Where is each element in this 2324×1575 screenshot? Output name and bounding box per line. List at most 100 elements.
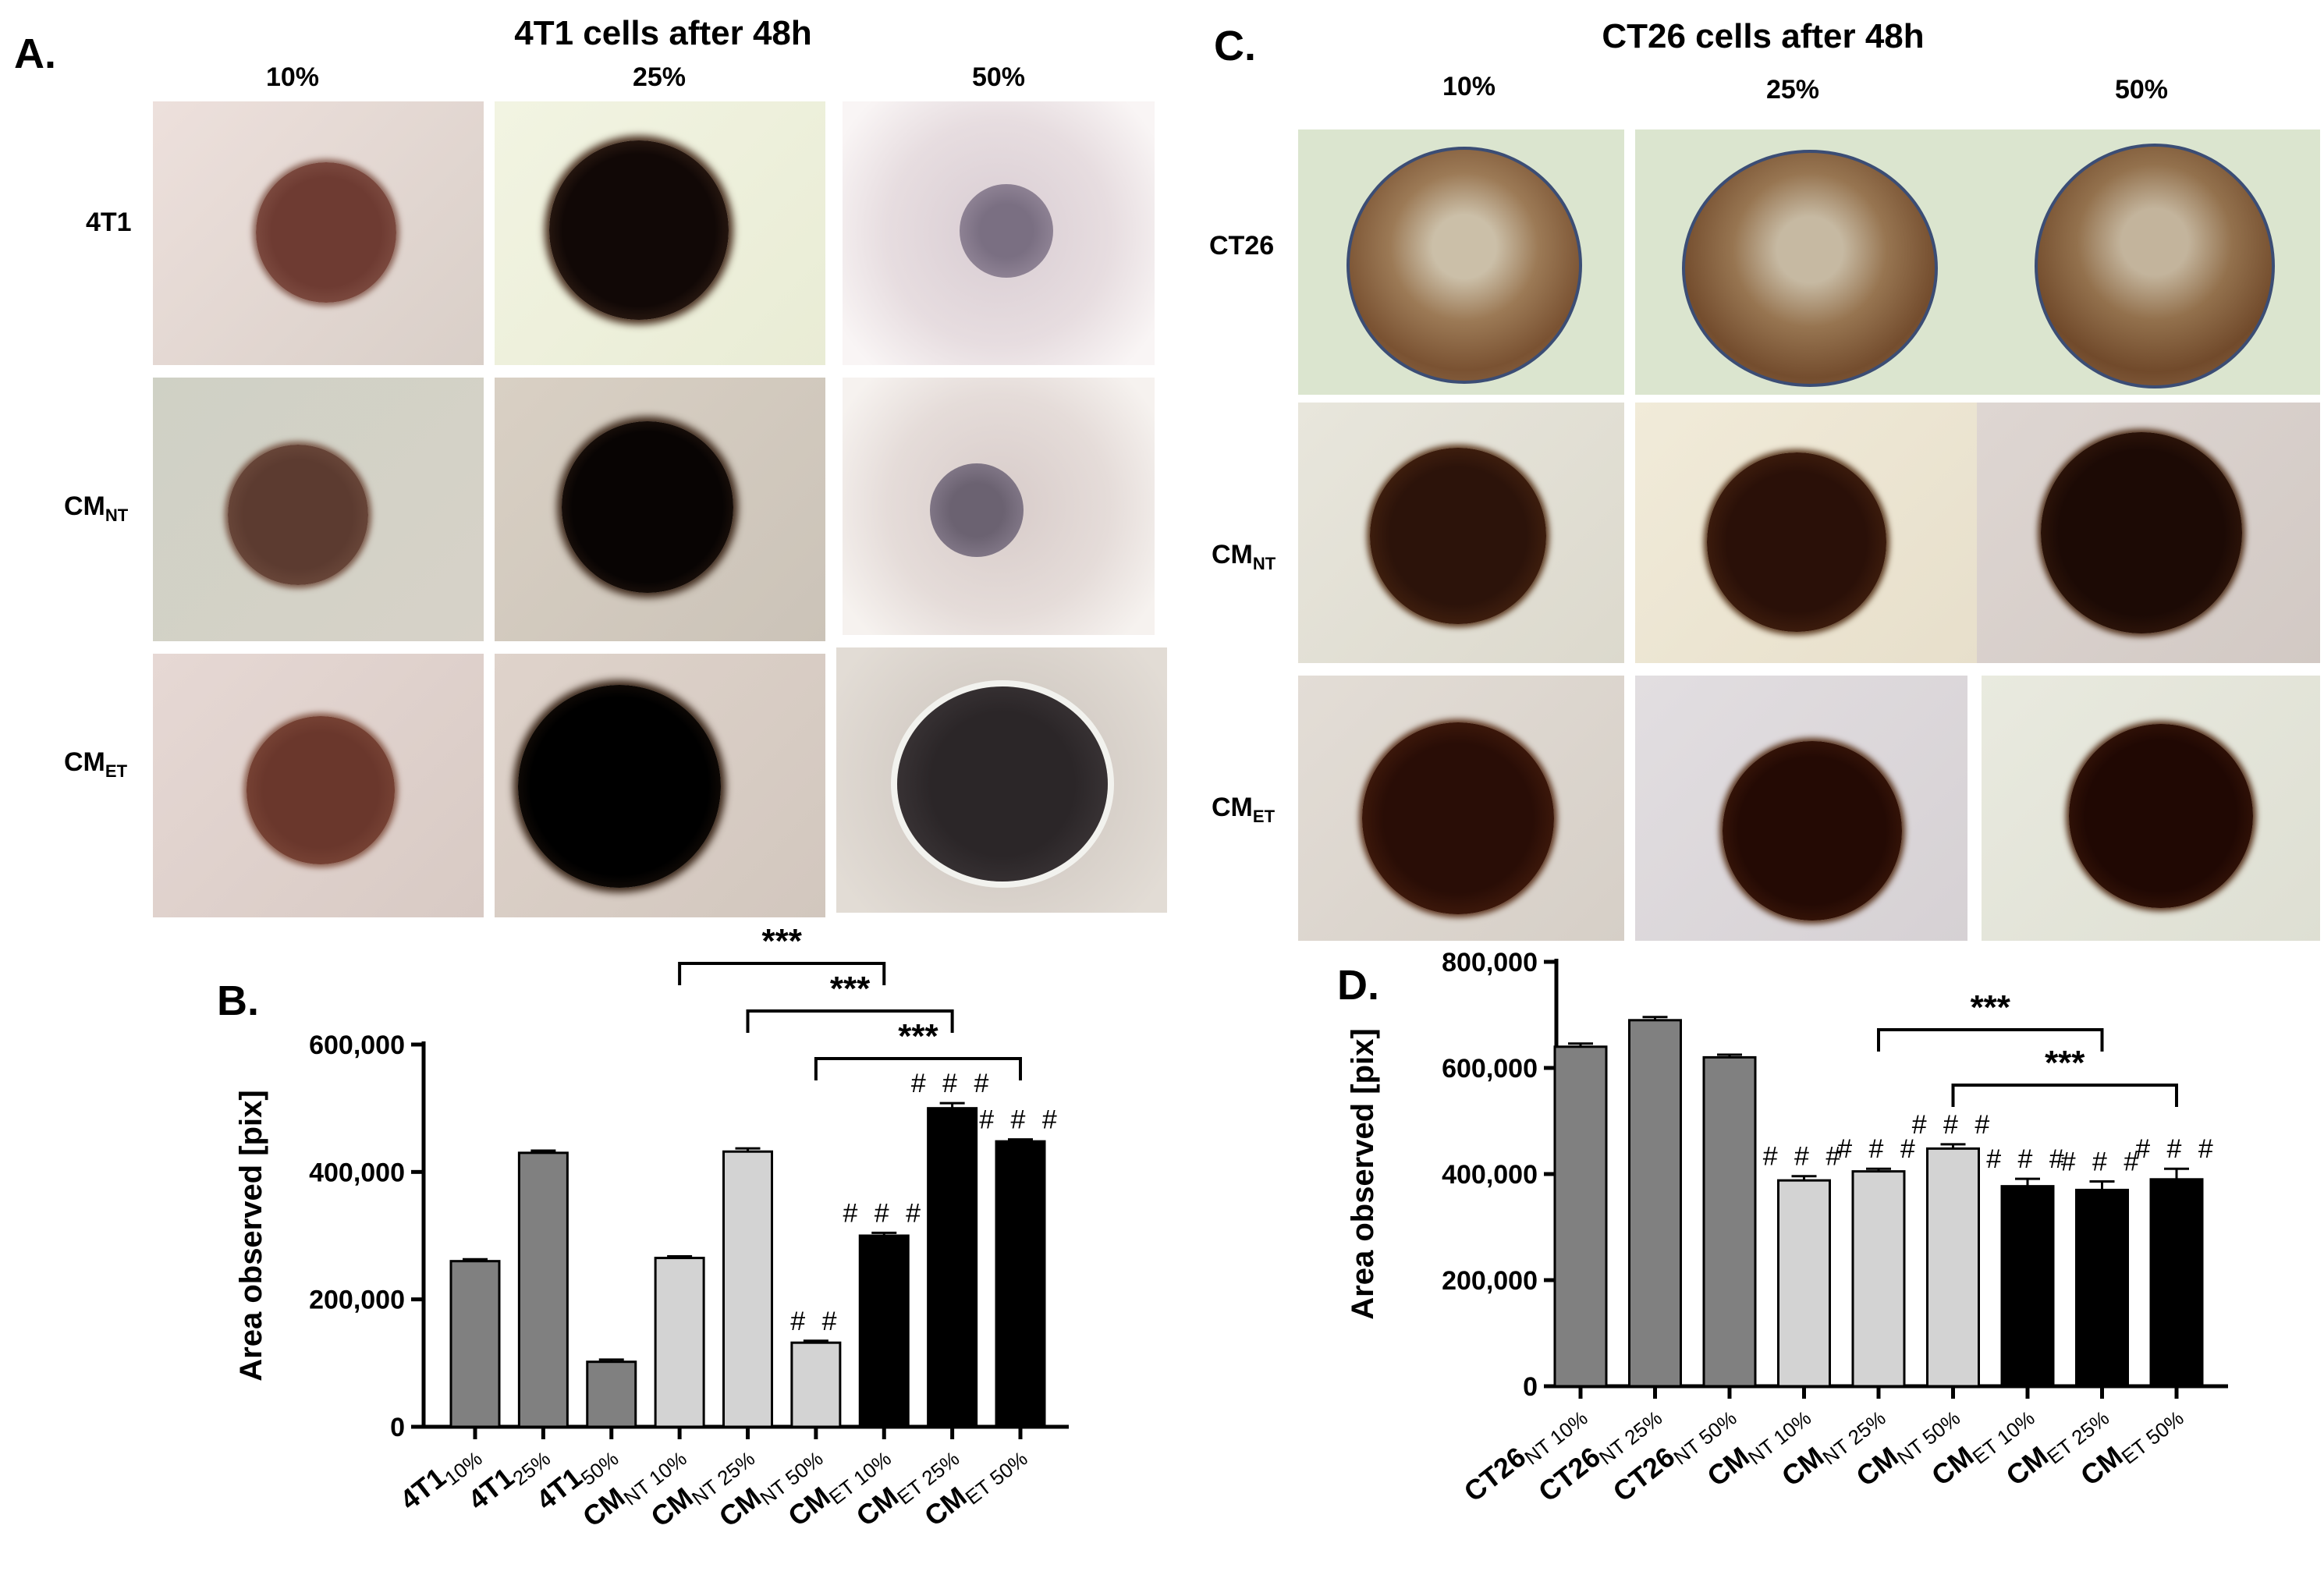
x-tick-label: 4T110%: [394, 1436, 487, 1520]
panel-a-col-10: 10%: [265, 62, 320, 92]
micrograph-ct26-50: [1977, 129, 2320, 395]
micrograph-4t1-25: [495, 101, 825, 365]
panel-d-letter: D.: [1337, 962, 1379, 1009]
significance-bracket: [1877, 1028, 2104, 1052]
bar: [2000, 1185, 2055, 1388]
bar-chart-b: 0 200,000 400,000 600,000 Area observed [pix…: [234, 922, 1069, 1533]
significance-stars: ***: [762, 922, 803, 960]
significance-stars: ***: [1971, 988, 2011, 1027]
micrograph-cmnt-50: [843, 378, 1155, 635]
micrograph-cmnt-25: [495, 378, 825, 641]
spheroid: [228, 445, 368, 585]
bar: [1926, 1147, 1980, 1388]
spheroid: [960, 184, 1053, 278]
y-tick-label: 800,000: [1442, 948, 1538, 977]
spheroid: [1370, 448, 1546, 624]
panel-c-col-10: 10%: [1442, 72, 1496, 101]
micrograph-cmet-10: [153, 654, 484, 917]
spheroid: [930, 463, 1024, 557]
panel-a-col-50: 50%: [971, 62, 1026, 92]
bar: [1851, 1170, 1906, 1388]
bar: [790, 1341, 842, 1428]
significance-hash: # # #: [911, 1069, 994, 1098]
bar: [517, 1151, 569, 1428]
bar: [722, 1150, 773, 1428]
spheroid: [2069, 724, 2253, 908]
panel-a-title: 4T1 cells after 48h: [514, 14, 812, 52]
spheroid: [1362, 722, 1554, 914]
micrograph-ct26-cmnt-25: [1635, 403, 1977, 663]
bar: [927, 1107, 978, 1428]
x-tick-label: CMET 50%: [2074, 1396, 2188, 1495]
micrograph-ct26-cmnt-10: [1298, 403, 1624, 663]
y-axis-label: Area observed [pix]: [1346, 1028, 1380, 1319]
bar: [1553, 1045, 1608, 1388]
panel-c-row-1: CT26: [1209, 231, 1275, 261]
panel-a-letter: A.: [14, 30, 56, 77]
panel-a-row-1: 4T1: [86, 208, 132, 237]
panel-c-row-2: CMNT: [1212, 540, 1276, 573]
y-tick-label: 200,000: [1442, 1266, 1538, 1296]
significance-hash: # # #: [1763, 1142, 1846, 1172]
bar: [586, 1360, 637, 1428]
micrograph-ct26-cmnt-50: [1977, 403, 2320, 663]
micrograph-ct26-cmet-50: [1982, 676, 2320, 941]
significance-stars: ***: [830, 970, 871, 1008]
bar: [2149, 1178, 2204, 1388]
panel-c-row-3: CMET: [1212, 793, 1276, 826]
x-tick-label: 4T125%: [462, 1436, 555, 1520]
micrograph-ct26-25: [1635, 129, 1977, 395]
y-tick-label: 400,000: [1442, 1160, 1538, 1190]
spheroid: [1347, 147, 1582, 384]
significance-hash: # # #: [979, 1105, 1062, 1135]
micrograph-cmet-25: [495, 654, 825, 917]
micrograph-ct26-cmet-10: [1298, 676, 1624, 941]
bar: [1777, 1179, 1831, 1388]
bar: [1702, 1055, 1757, 1388]
panel-c-title: CT26 cells after 48h: [1602, 17, 1925, 55]
bar: [1628, 1019, 1682, 1388]
y-axis-label: Area observed [pix]: [234, 1090, 268, 1381]
significance-bracket: [1951, 1084, 2178, 1107]
spheroid: [1723, 741, 1902, 921]
panel-a-row-3: CMET: [64, 747, 128, 781]
y-tick-label: 0: [1523, 1372, 1538, 1402]
spheroid: [2035, 144, 2275, 388]
spheroid: [1682, 150, 1938, 387]
y-tick-label: 600,000: [309, 1030, 405, 1060]
significance-hash: # # #: [2061, 1148, 2144, 1177]
micrograph-4t1-10: [153, 101, 484, 365]
significance-bracket: [746, 1009, 954, 1033]
spheroid: [2041, 432, 2242, 633]
panel-b-letter: B.: [217, 977, 259, 1024]
significance-hash: # # #: [843, 1198, 925, 1228]
significance-hash: # # #: [2135, 1134, 2218, 1164]
significance-bracket: [678, 962, 886, 985]
bar: [858, 1234, 910, 1428]
significance-stars: ***: [898, 1017, 938, 1055]
spheroid: [897, 686, 1108, 882]
spheroid: [256, 162, 396, 303]
bar: [449, 1260, 501, 1428]
spheroid: [549, 140, 729, 320]
bar: [995, 1140, 1046, 1428]
bar: [654, 1257, 705, 1428]
significance-stars: ***: [2045, 1044, 2085, 1082]
spheroid: [247, 716, 395, 864]
y-tick-label: 400,000: [309, 1158, 405, 1187]
panel-a-col-25: 25%: [632, 62, 687, 92]
micrograph-ct26-10: [1298, 129, 1624, 395]
panel-c-letter: C.: [1214, 23, 1256, 69]
micrograph-cmnt-10: [153, 378, 484, 641]
panel-c-col-50: 50%: [2114, 75, 2169, 105]
y-tick-label: 0: [390, 1413, 405, 1442]
micrograph-4t1-50: [843, 101, 1155, 365]
significance-hash: # # #: [1837, 1134, 1920, 1164]
panel-a-row-2: CMNT: [64, 491, 129, 525]
significance-hash: # # #: [1912, 1110, 1995, 1140]
significance-hash: # # #: [1986, 1144, 2069, 1174]
significance-hash: # #: [790, 1307, 841, 1336]
bar: [2075, 1188, 2129, 1388]
panel-c-col-25: 25%: [1765, 75, 1820, 105]
significance-bracket: [814, 1057, 1022, 1080]
